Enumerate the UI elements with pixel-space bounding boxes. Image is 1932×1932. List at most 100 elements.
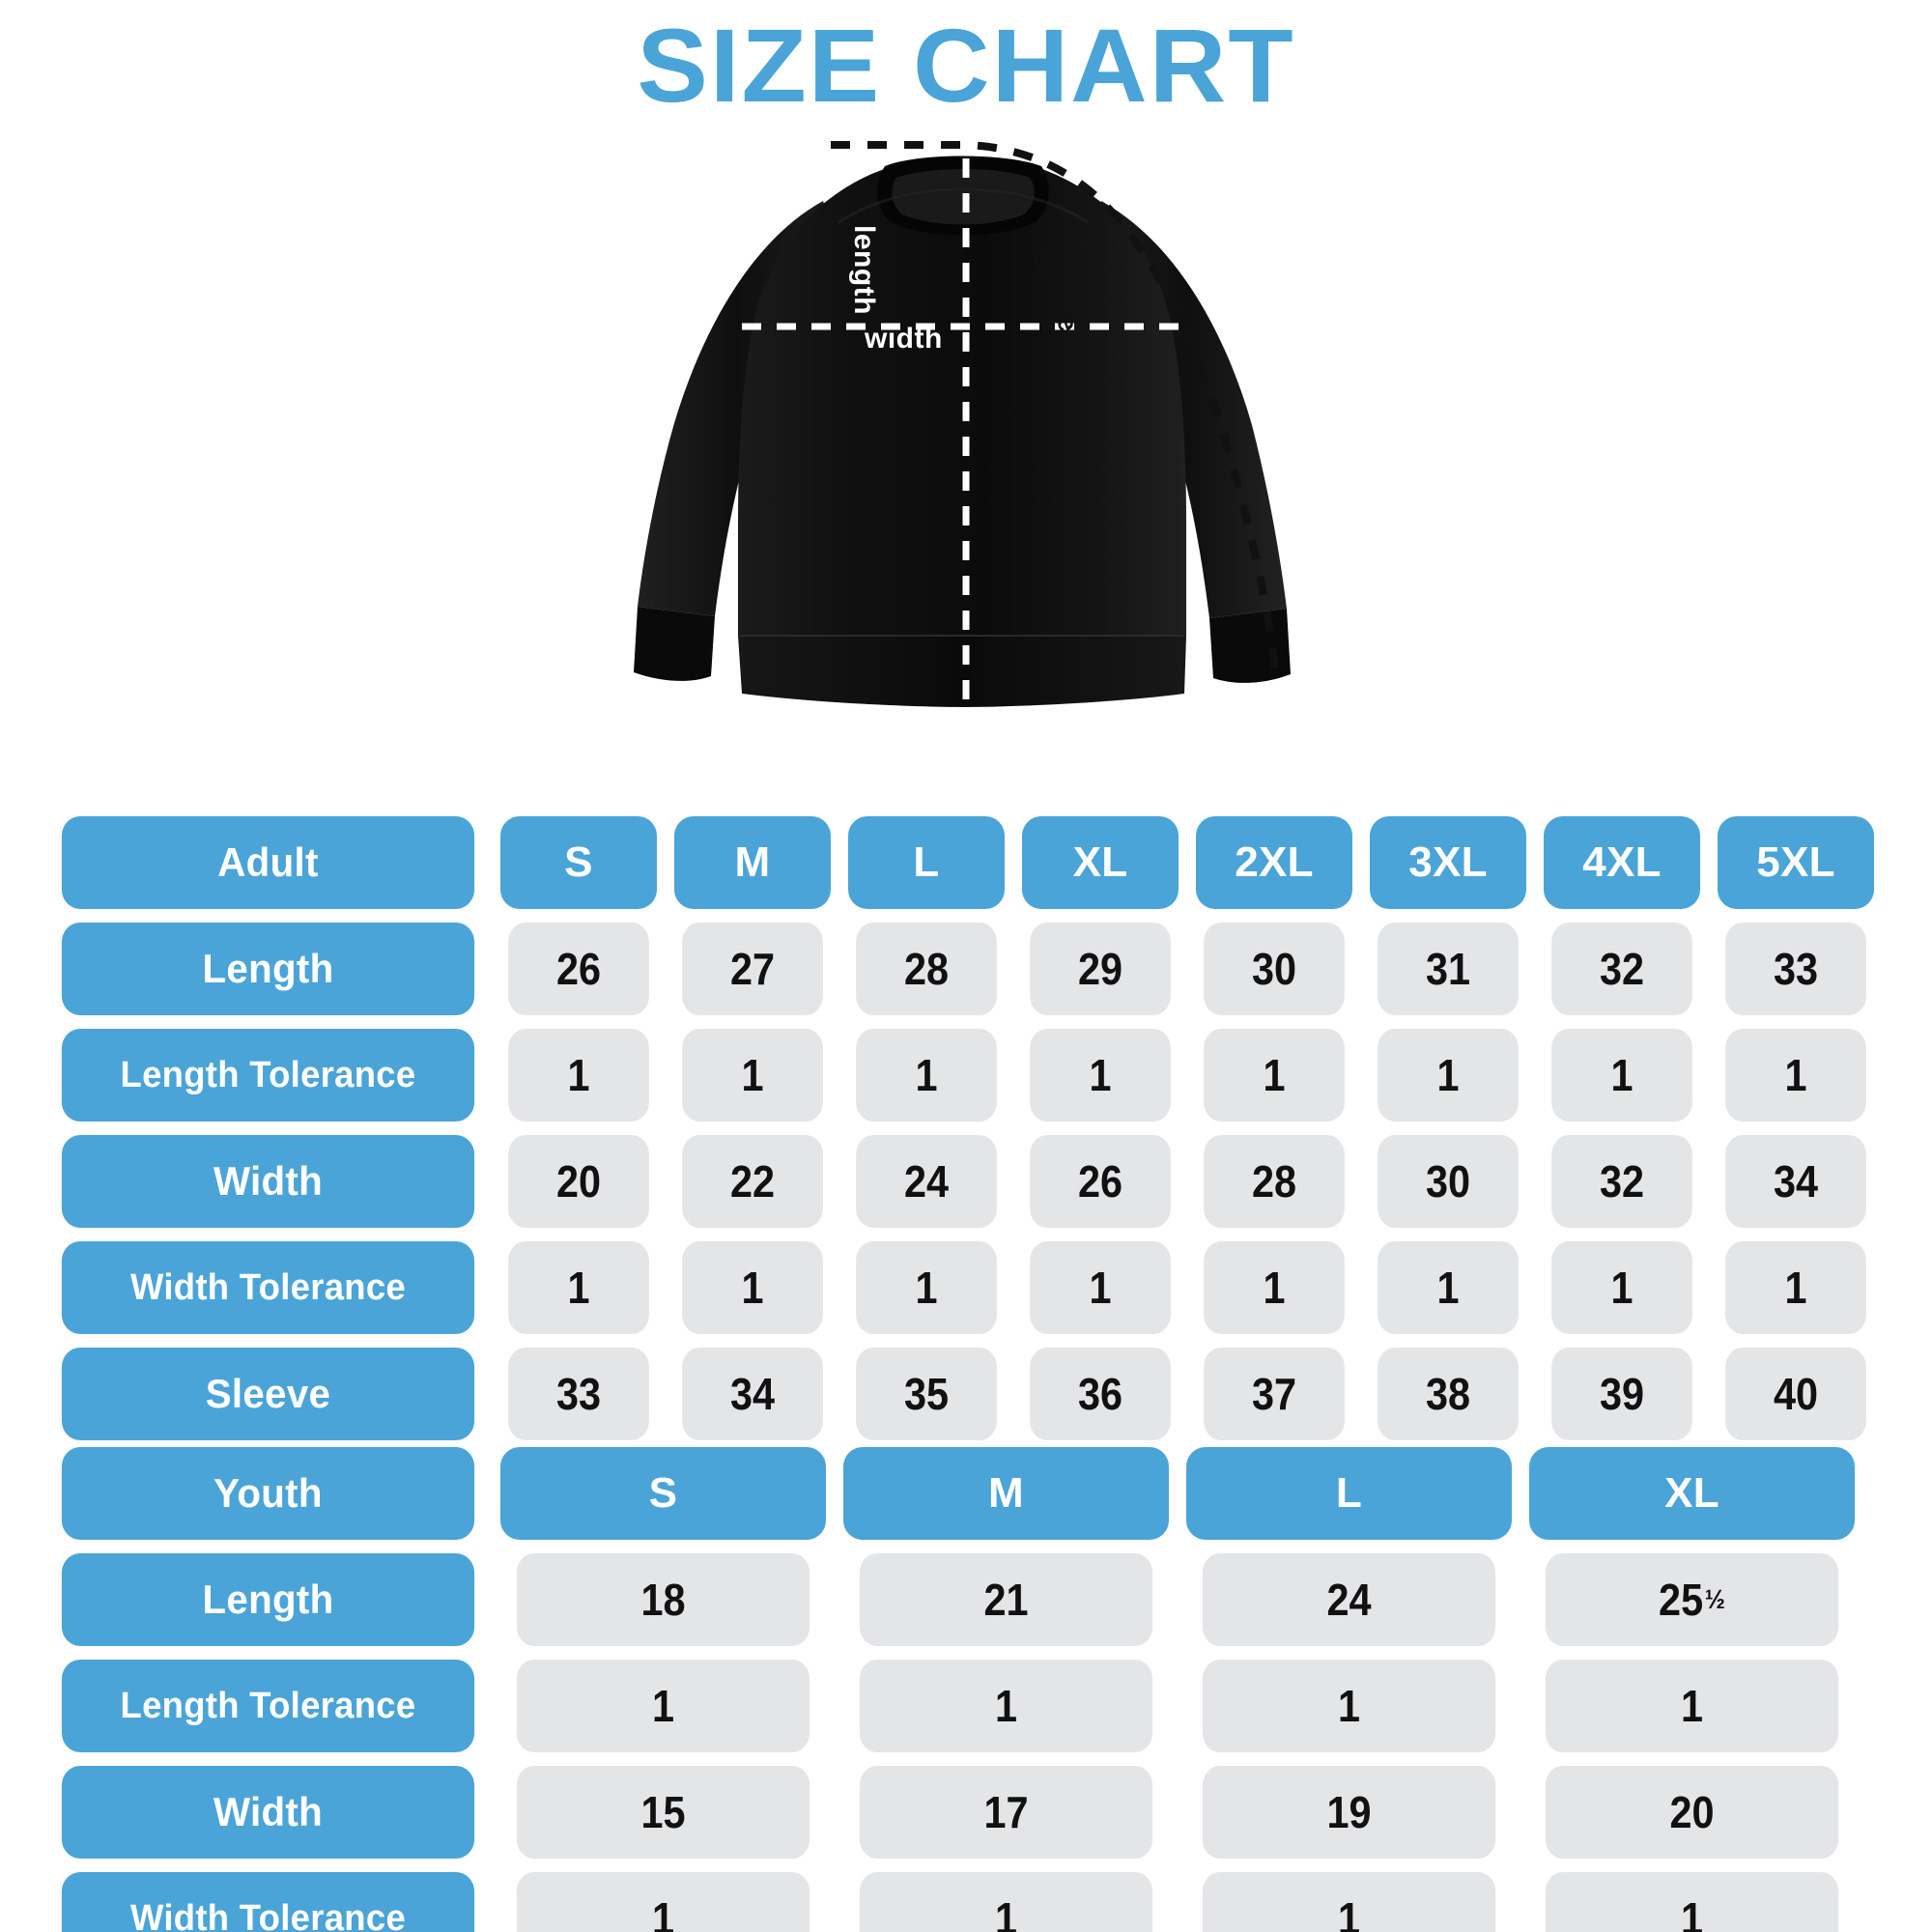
value-cell: 1 (1725, 1241, 1866, 1334)
table-row: Sleeve 33 34 35 36 37 38 39 40 (0, 1348, 1932, 1440)
table-row: Length 26 27 28 29 30 31 32 33 (0, 923, 1932, 1015)
garment-illustration: width length sleeve (599, 133, 1333, 810)
value-cell: 24 (856, 1135, 997, 1228)
adult-row-label-sleeve: Sleeve (61, 1348, 475, 1440)
adult-size-header-3xl[interactable]: 3XL (1370, 816, 1526, 909)
value-cell: 25 ½ (1545, 1553, 1839, 1646)
adult-size-header-m[interactable]: M (674, 816, 831, 909)
value-cell: 35 (856, 1348, 997, 1440)
value-cell: 40 (1725, 1348, 1866, 1440)
value-cell: 1 (1545, 1872, 1839, 1932)
value-cell: 1 (516, 1660, 810, 1752)
value-cell: 1 (682, 1029, 823, 1122)
youth-corner-label: Youth (61, 1447, 475, 1540)
adult-size-header-5xl[interactable]: 5XL (1718, 816, 1874, 909)
value-cell: 17 (859, 1766, 1153, 1859)
value-cell: 1 (508, 1241, 649, 1334)
value-cell: 1 (1030, 1029, 1171, 1122)
youth-row-label-width: Width (61, 1766, 475, 1859)
table-row: Width Tolerance 1 1 1 1 1 1 1 1 (0, 1241, 1932, 1334)
bottom-hem (738, 636, 1186, 707)
youth-row-label-length: Length (61, 1553, 475, 1646)
table-row: Width 15 17 19 20 (0, 1766, 1932, 1859)
value-cell: 1 (859, 1872, 1153, 1932)
value-cell: 24 (1202, 1553, 1496, 1646)
value-cell: 32 (1551, 1135, 1692, 1228)
value-cell: 15 (516, 1766, 810, 1859)
sweatshirt-body (738, 156, 1186, 636)
value-cell: 32 (1551, 923, 1692, 1015)
youth-header-row: Youth S M L XL (0, 1447, 1932, 1540)
value-cell: 33 (1725, 923, 1866, 1015)
youth-size-table: Youth S M L XL Length 18 21 24 25 ½ Length Toleranc… (0, 1447, 1932, 1932)
value-cell: 1 (1378, 1241, 1519, 1334)
value-cell: 26 (1030, 1135, 1171, 1228)
value-cell: 28 (1204, 1135, 1345, 1228)
adult-size-header-s[interactable]: S (500, 816, 657, 909)
value-cell: 30 (1204, 923, 1345, 1015)
value-cell: 20 (508, 1135, 649, 1228)
sweatshirt-svg (634, 141, 1291, 707)
value-cell: 28 (856, 923, 997, 1015)
youth-size-header-l[interactable]: L (1186, 1447, 1512, 1540)
value-cell: 1 (1378, 1029, 1519, 1122)
adult-size-header-l[interactable]: L (848, 816, 1005, 909)
shoulder-highlight-right (961, 187, 1089, 224)
value-cell: 1 (856, 1241, 997, 1334)
adult-size-header-xl[interactable]: XL (1022, 816, 1179, 909)
value-cell: 1 (1551, 1029, 1692, 1122)
youth-row-label-length-tolerance: Length Tolerance (61, 1660, 475, 1752)
width-measurement-label: width (865, 323, 943, 355)
adult-size-header-2xl[interactable]: 2XL (1196, 816, 1352, 909)
shoulder-highlight-left (838, 187, 963, 224)
value-cell: 36 (1030, 1348, 1171, 1440)
value-cell: 1 (1551, 1241, 1692, 1334)
youth-size-header-m[interactable]: M (843, 1447, 1169, 1540)
value-cell: 18 (516, 1553, 810, 1646)
value-cell: 1 (1725, 1029, 1866, 1122)
value-cell: 1 (859, 1660, 1153, 1752)
value-cell: 1 (682, 1241, 823, 1334)
value-cell: 37 (1204, 1348, 1345, 1440)
value-cell: 21 (859, 1553, 1153, 1646)
table-row: Width Tolerance 1 1 1 1 (0, 1872, 1932, 1932)
value-cell: 1 (508, 1029, 649, 1122)
youth-row-label-width-tolerance: Width Tolerance (61, 1872, 475, 1932)
value-cell: 1 (1030, 1241, 1171, 1334)
value-cell: 20 (1545, 1766, 1839, 1859)
left-cuff (634, 607, 715, 681)
value-cell: 34 (1725, 1135, 1866, 1228)
value-cell: 29 (1030, 923, 1171, 1015)
table-row: Length 18 21 24 25 ½ (0, 1553, 1932, 1646)
value-cell: 30 (1378, 1135, 1519, 1228)
value-cell: 33 (508, 1348, 649, 1440)
adult-size-header-4xl[interactable]: 4XL (1544, 816, 1700, 909)
value-cell: 22 (682, 1135, 823, 1228)
adult-header-row: Adult S M L XL 2XL 3XL 4XL 5XL (0, 816, 1932, 909)
value-cell: 1 (1204, 1029, 1345, 1122)
length-measurement-label: length (848, 225, 880, 315)
value-cell: 19 (1202, 1766, 1496, 1859)
youth-size-header-s[interactable]: S (500, 1447, 826, 1540)
page-title: SIZE CHART (637, 7, 1295, 124)
value-cell: 39 (1551, 1348, 1692, 1440)
youth-size-header-xl[interactable]: XL (1529, 1447, 1855, 1540)
value-cell: 26 (508, 923, 649, 1015)
value-cell: 27 (682, 923, 823, 1015)
table-row: Length Tolerance 1 1 1 1 1 1 1 1 (0, 1029, 1932, 1122)
table-row: Width 20 22 24 26 28 30 32 34 (0, 1135, 1932, 1228)
value-cell: 34 (682, 1348, 823, 1440)
value-cell: 1 (856, 1029, 997, 1122)
value-cell: 1 (1202, 1872, 1496, 1932)
adult-row-label-length-tolerance: Length Tolerance (61, 1029, 475, 1122)
value-cell: 1 (1202, 1660, 1496, 1752)
value-cell: 1 (1545, 1660, 1839, 1752)
value-cell: 1 (516, 1872, 810, 1932)
adult-row-label-width-tolerance: Width Tolerance (61, 1241, 475, 1334)
adult-row-label-length: Length (61, 923, 475, 1015)
adult-corner-label: Adult (61, 816, 475, 909)
right-cuff (1209, 609, 1291, 683)
value-cell: 1 (1204, 1241, 1345, 1334)
value-cell: 31 (1378, 923, 1519, 1015)
